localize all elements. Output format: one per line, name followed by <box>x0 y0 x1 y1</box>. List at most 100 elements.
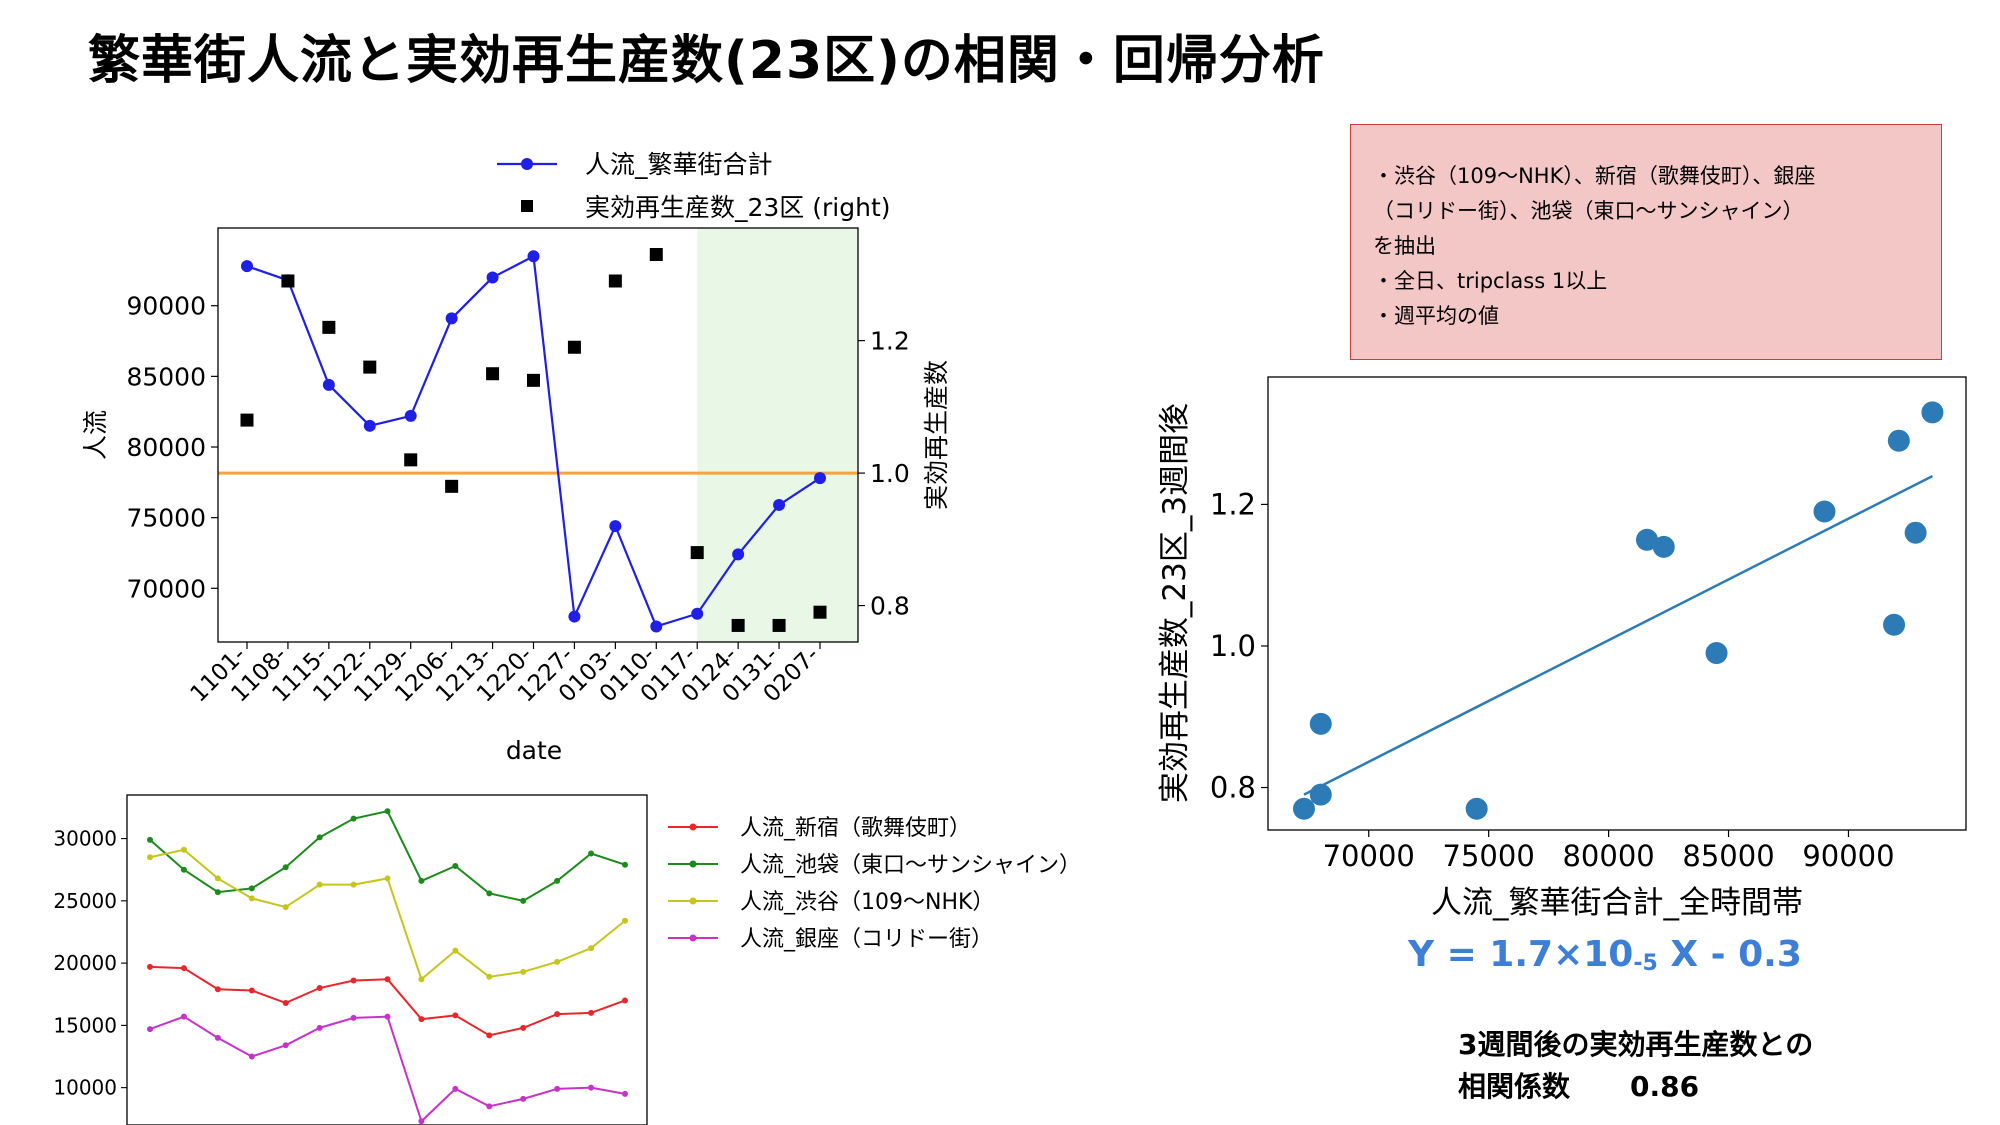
y-tick-label-right: 0.8 <box>870 592 910 621</box>
areas-data-point <box>316 1024 323 1031</box>
data-point-rt <box>363 360 377 374</box>
areas-y-tick-label: 20000 <box>53 951 117 975</box>
areas-data-point <box>554 877 561 884</box>
areas-data-point <box>248 987 255 994</box>
areas-data-point <box>384 1013 391 1020</box>
areas-data-point <box>554 958 561 965</box>
scatter-point <box>1813 500 1836 523</box>
areas-data-point <box>282 999 289 1006</box>
data-point-rt <box>772 618 786 632</box>
areas-y-tick-label: 10000 <box>53 1076 117 1100</box>
data-point-rt <box>813 605 827 619</box>
data-point-rt <box>486 367 500 381</box>
y-axis-label-right: 実効再生産数 <box>922 360 951 510</box>
areas-data-point <box>350 977 357 984</box>
areas-data-point <box>350 815 357 822</box>
areas-data-point <box>147 963 153 970</box>
scatter-point <box>1309 783 1332 806</box>
areas-legend-marker <box>689 823 697 831</box>
areas-data-point <box>418 1118 425 1125</box>
areas-data-point <box>147 1026 153 1033</box>
notes-box: ・渋谷（109〜NHK）、新宿（歌舞伎町）、銀座 （コリドー街）、池袋（東口〜サ… <box>1350 124 1942 360</box>
data-point-flow <box>650 620 663 633</box>
note-line: （コリドー街）、池袋（東口〜サンシャイン） <box>1373 199 1804 223</box>
areas-data-point <box>214 1034 221 1041</box>
data-point-rt <box>690 546 704 560</box>
areas-data-point <box>384 808 391 815</box>
areas-data-point <box>180 1013 187 1020</box>
legend-marker-flow <box>521 158 533 170</box>
scatter-x-tick-label: 90000 <box>1802 839 1894 873</box>
data-point-rt <box>527 373 540 387</box>
equation-prefix: Y = 1.7×10 <box>1408 934 1634 975</box>
areas-legend-label: 人流_新宿（歌舞伎町） <box>740 816 971 841</box>
scatter-point <box>1883 613 1906 636</box>
main-chart: 70000750008000085000900000.81.01.21101-1… <box>81 150 951 765</box>
scatter-y-tick-label: 0.8 <box>1210 771 1256 805</box>
areas-data-point <box>180 866 187 873</box>
areas-data-point <box>282 904 289 911</box>
note-line: を抽出 <box>1373 234 1436 258</box>
correlation-line2: 相関係数 0.86 <box>1458 1066 1813 1108</box>
areas-legend-marker <box>689 860 697 868</box>
scatter-point <box>1904 521 1927 544</box>
areas-legend-label: 人流_渋谷（109〜NHK） <box>740 890 994 915</box>
scatter-y-axis-label: 実効再生産数_23区_3週間後 <box>1157 403 1193 803</box>
data-point-rt <box>322 320 336 334</box>
correlation-value: 0.86 <box>1630 1070 1700 1103</box>
data-point-flow <box>773 498 786 511</box>
areas-legend-marker <box>689 897 697 905</box>
areas-data-point <box>622 861 628 868</box>
areas-data-point <box>452 1012 459 1019</box>
scatter-point <box>1887 429 1910 452</box>
equation-exponent: -5 <box>1633 951 1658 976</box>
areas-data-point <box>452 862 459 869</box>
scatter-point <box>1309 712 1332 735</box>
areas-data-point <box>486 890 493 897</box>
areas-data-point <box>350 881 357 888</box>
scatter-x-tick-label: 80000 <box>1562 839 1654 873</box>
scatter-point <box>1705 642 1728 665</box>
areas-y-tick-label: 25000 <box>53 889 117 913</box>
areas-data-point <box>214 889 221 896</box>
areas-y-tick-label: 30000 <box>53 827 117 851</box>
areas-data-point <box>282 1042 289 1049</box>
regression-equation: Y = 1.7×10-5 X - 0.3 <box>1408 934 1802 976</box>
legend-marker-rt <box>521 200 533 212</box>
data-point-rt <box>240 413 254 427</box>
areas-data-point <box>520 1024 527 1031</box>
areas-data-point <box>622 997 628 1004</box>
data-point-flow <box>486 271 499 284</box>
areas-data-point <box>316 985 323 992</box>
data-point-rt <box>731 618 745 632</box>
plot-frame <box>217 227 859 643</box>
areas-data-point <box>248 895 255 902</box>
data-point-flow <box>732 548 745 561</box>
areas-data-point <box>214 986 221 993</box>
equation-suffix: X - 0.3 <box>1657 934 1802 975</box>
data-point-rt <box>404 453 418 467</box>
data-point-flow <box>322 378 335 391</box>
scatter-point <box>1635 528 1658 551</box>
x-axis-label: date <box>506 736 562 765</box>
legend-label-rt: 実効再生産数_23区 (right) <box>585 193 891 222</box>
data-point-flow <box>814 472 826 485</box>
areas-data-point <box>452 1085 459 1092</box>
areas-data-point <box>486 1032 493 1039</box>
areas-data-point <box>588 1009 595 1016</box>
correlation-summary: 3週間後の実効再生産数との 相関係数 0.86 <box>1458 1024 1813 1108</box>
areas-data-point <box>180 965 187 972</box>
areas-data-point <box>588 1084 595 1091</box>
data-point-flow <box>445 312 458 325</box>
areas-data-point <box>384 875 391 882</box>
y-tick-label-right: 1.0 <box>870 459 910 488</box>
data-point-flow <box>241 260 253 273</box>
y-tick-label-left: 90000 <box>126 292 206 321</box>
areas-data-point <box>282 864 289 871</box>
data-point-flow <box>691 607 704 620</box>
areas-data-point <box>622 1090 628 1097</box>
areas-data-point <box>350 1014 357 1021</box>
areas-data-point <box>316 881 323 888</box>
areas-data-point <box>214 875 221 882</box>
page-title: 繁華街人流と実効再生産数(23区)の相関・回帰分析 <box>88 31 1325 91</box>
